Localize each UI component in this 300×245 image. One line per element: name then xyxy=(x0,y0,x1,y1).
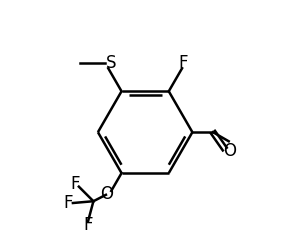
Text: F: F xyxy=(71,175,80,193)
Text: F: F xyxy=(83,217,93,234)
Text: O: O xyxy=(100,185,113,203)
Text: S: S xyxy=(106,54,117,72)
Text: F: F xyxy=(178,54,188,72)
Text: F: F xyxy=(63,194,73,212)
Text: O: O xyxy=(223,143,236,160)
